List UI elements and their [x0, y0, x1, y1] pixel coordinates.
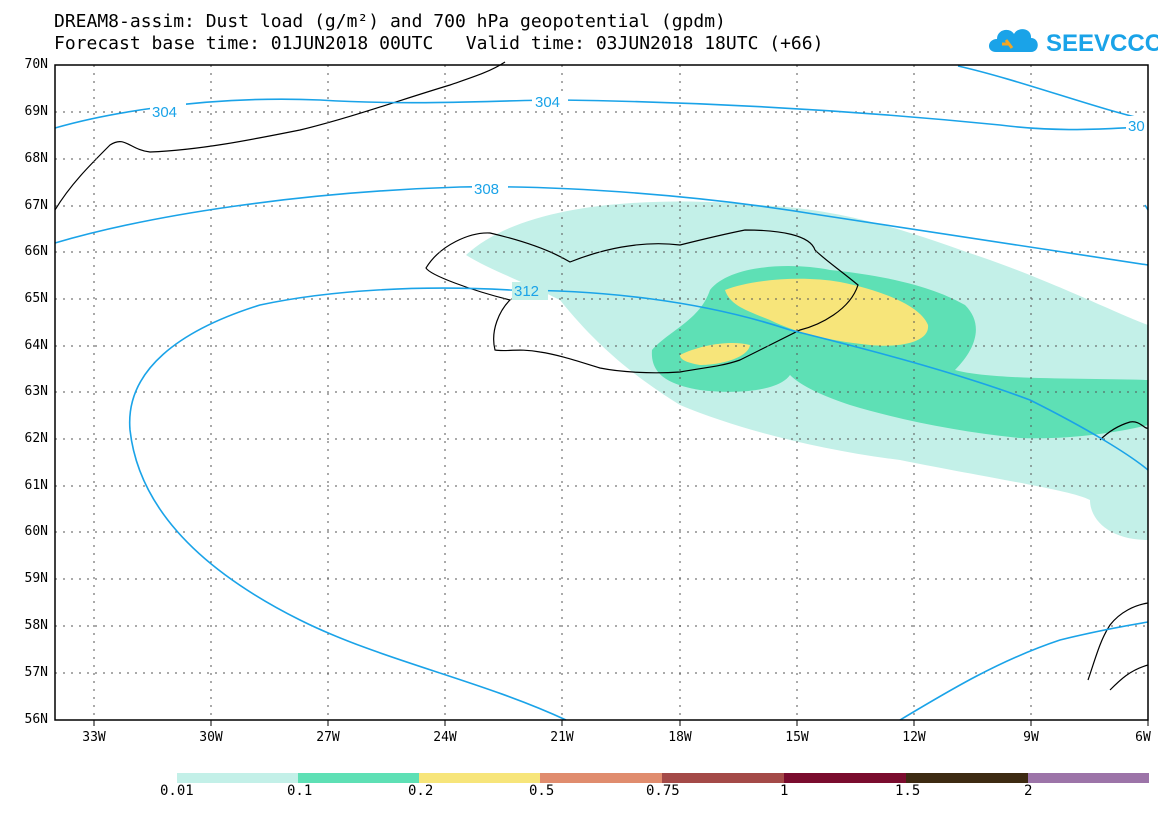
map-title: DREAM8-assim: Dust load (g/m²) and 700 h…: [54, 11, 726, 32]
colorbar-label: 1.5: [895, 783, 921, 799]
contour-304b: [957, 65, 1149, 121]
lat-label: 65N: [24, 291, 48, 306]
map-subtitle: Forecast base time: 01JUN2018 00UTC Vali…: [54, 33, 824, 54]
seevccc-logo: SEEVCCC: [988, 22, 1162, 58]
colorbar: [177, 773, 1149, 783]
lat-label: 57N: [24, 665, 48, 680]
contour-308: [54, 185, 1149, 266]
svg-text:SEEVCCC: SEEVCCC: [1046, 30, 1158, 57]
colorbar-segment: [177, 773, 298, 783]
colorbar-segment: [906, 773, 1028, 783]
lat-label: 58N: [24, 618, 48, 633]
contour-label: 308: [474, 181, 499, 198]
lat-label: 56N: [24, 712, 48, 727]
colorbar-label: 0.1: [287, 783, 313, 799]
contour-label: 304: [535, 94, 560, 111]
contour-label: 304: [152, 104, 177, 121]
colorbar-segment: [298, 773, 419, 783]
colorbar-label: 0.75: [646, 783, 680, 799]
lon-label: 12W: [902, 730, 926, 745]
colorbar-segment: [662, 773, 784, 783]
contour-label: 30: [1128, 118, 1145, 135]
lon-label: 15W: [785, 730, 809, 745]
lon-label: 33W: [82, 730, 106, 745]
lon-label: 21W: [550, 730, 574, 745]
colorbar-segment: [784, 773, 906, 783]
dust-level-0-2b: [680, 343, 750, 365]
map-frame: [54, 64, 1149, 721]
coastlines: [54, 61, 1149, 691]
lon-label: 9W: [1023, 730, 1039, 745]
greenland-coast: [54, 61, 506, 211]
lat-label: 64N: [24, 338, 48, 353]
colorbar-segment: [540, 773, 662, 783]
scotland-coast: [1087, 602, 1149, 691]
lat-label: 70N: [24, 57, 48, 72]
contour-304: [54, 98, 1149, 131]
lat-label: 69N: [24, 104, 48, 119]
dust-load-shading: [466, 201, 1148, 540]
colorbar-label: 0.2: [408, 783, 434, 799]
lat-label: 63N: [24, 384, 48, 399]
norway-coast-upper: [1099, 421, 1149, 441]
contour-312b: [899, 621, 1149, 721]
lat-label: 59N: [24, 571, 48, 586]
lat-label: 61N: [24, 478, 48, 493]
lon-label: 27W: [316, 730, 340, 745]
contour-label: 312: [514, 283, 539, 300]
colorbar-segment: [419, 773, 540, 783]
lon-label: 30W: [199, 730, 223, 745]
colorbar-label: 0.5: [529, 783, 555, 799]
lon-label: 24W: [433, 730, 457, 745]
lat-lon-grid: [55, 65, 1148, 720]
colorbar-label: 2: [1024, 783, 1033, 799]
lat-label: 68N: [24, 151, 48, 166]
lat-label: 60N: [24, 524, 48, 539]
colorbar-segment: [1028, 773, 1149, 783]
lon-label: 18W: [668, 730, 692, 745]
contour-312: [128, 287, 1149, 721]
lat-label: 62N: [24, 431, 48, 446]
lat-label: 67N: [24, 198, 48, 213]
colorbar-label: 1: [780, 783, 789, 799]
cloud-icon: SEEVCCC: [988, 29, 1162, 57]
lat-label: 66N: [24, 244, 48, 259]
lon-label: 6W: [1135, 730, 1151, 745]
iceland-coast: [425, 229, 859, 374]
dust-level-0-2: [725, 278, 929, 346]
colorbar-label: 0.01: [160, 783, 194, 799]
